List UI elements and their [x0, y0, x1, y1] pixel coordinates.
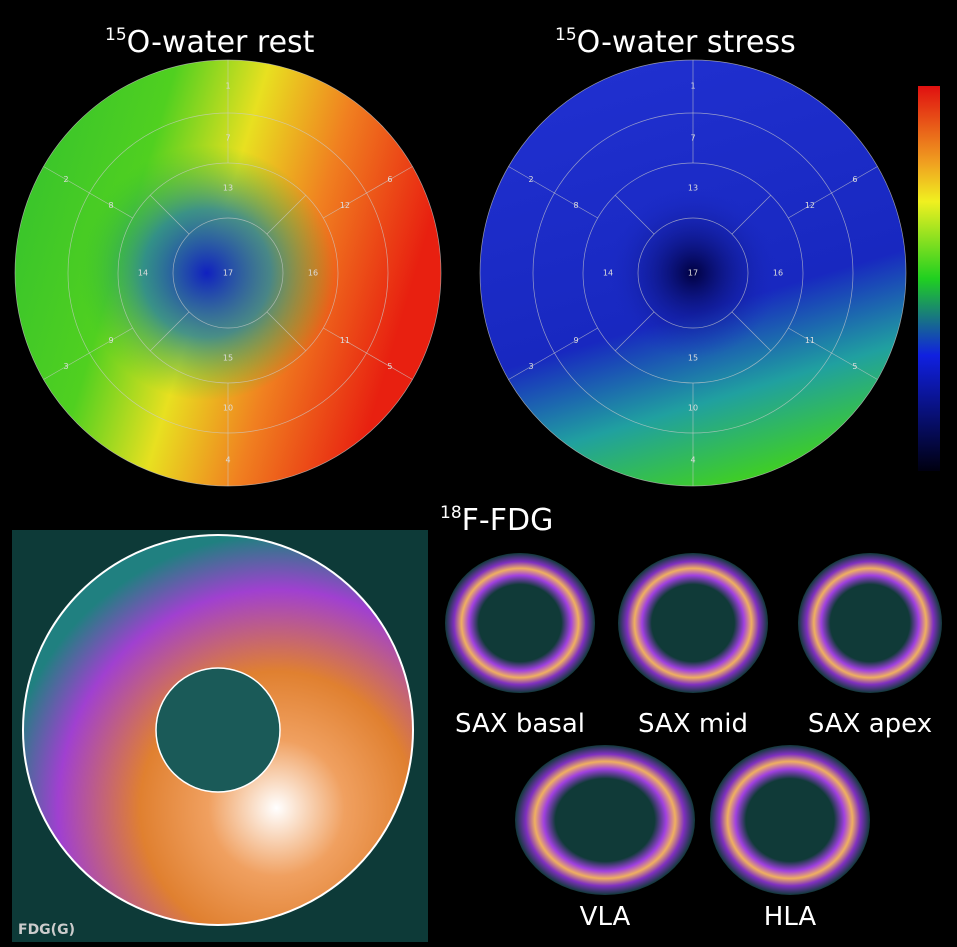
segment-number: 7 [225, 134, 230, 143]
fdg-slice [445, 553, 595, 693]
fdg-slice [710, 745, 870, 895]
segment-number: 14 [603, 269, 613, 278]
fdg-map-center [156, 668, 280, 792]
fdg-slice [798, 553, 942, 693]
segment-number: 10 [223, 404, 233, 413]
segment-number: 6 [852, 175, 857, 184]
view-label: VLA [580, 902, 631, 932]
view-label: SAX basal [455, 709, 585, 739]
segment-number: 10 [688, 404, 698, 413]
fdg-map-label: FDG(G) [18, 922, 75, 938]
segment-number: 8 [109, 201, 114, 210]
segment-number: 9 [574, 336, 579, 345]
segment-number: 2 [529, 175, 534, 184]
segment-number: 11 [340, 336, 350, 345]
segment-number: 11 [805, 336, 815, 345]
segment-number: 14 [138, 269, 148, 278]
segment-number: 4 [690, 456, 695, 465]
segment-number: 2 [64, 175, 69, 184]
segment-number: 6 [387, 175, 392, 184]
stress-title: 15O-water stress [555, 25, 796, 60]
isotope: 15 [105, 25, 127, 45]
segment-number: 1 [690, 82, 695, 91]
segment-number: 12 [805, 201, 815, 210]
segment-number: 7 [690, 134, 695, 143]
segment-number: 15 [223, 354, 233, 363]
segment-number: 1 [225, 82, 230, 91]
segment-number: 15 [688, 354, 698, 363]
rest-title: 15O-water rest [105, 25, 315, 60]
segment-number: 9 [109, 336, 114, 345]
view-label: SAX apex [808, 709, 932, 739]
segment-number: 5 [387, 362, 392, 371]
segment-number: 3 [64, 362, 69, 371]
segment-number: 12 [340, 201, 350, 210]
title: O-water rest [127, 25, 315, 60]
segment-number: 17 [688, 269, 698, 278]
segment-number: 13 [223, 184, 233, 193]
view-label: SAX mid [638, 709, 748, 739]
segment-number: 17 [223, 269, 233, 278]
view-label: HLA [764, 902, 817, 932]
color-bar [918, 86, 940, 471]
figure: 15O-water rest 15O-water stress FDG(G) 1… [0, 0, 957, 947]
segment-number: 4 [225, 456, 230, 465]
fdg-slice [515, 745, 695, 895]
title: F-FDG [462, 503, 554, 538]
isotope: 15 [555, 25, 577, 45]
segment-number: 16 [308, 269, 318, 278]
segment-number: 13 [688, 184, 698, 193]
fdg-slice [618, 553, 768, 693]
segment-number: 5 [852, 362, 857, 371]
segment-number: 16 [773, 269, 783, 278]
segment-number: 8 [574, 201, 579, 210]
isotope: 18 [440, 503, 462, 523]
title: O-water stress [577, 25, 796, 60]
segment-number: 3 [529, 362, 534, 371]
